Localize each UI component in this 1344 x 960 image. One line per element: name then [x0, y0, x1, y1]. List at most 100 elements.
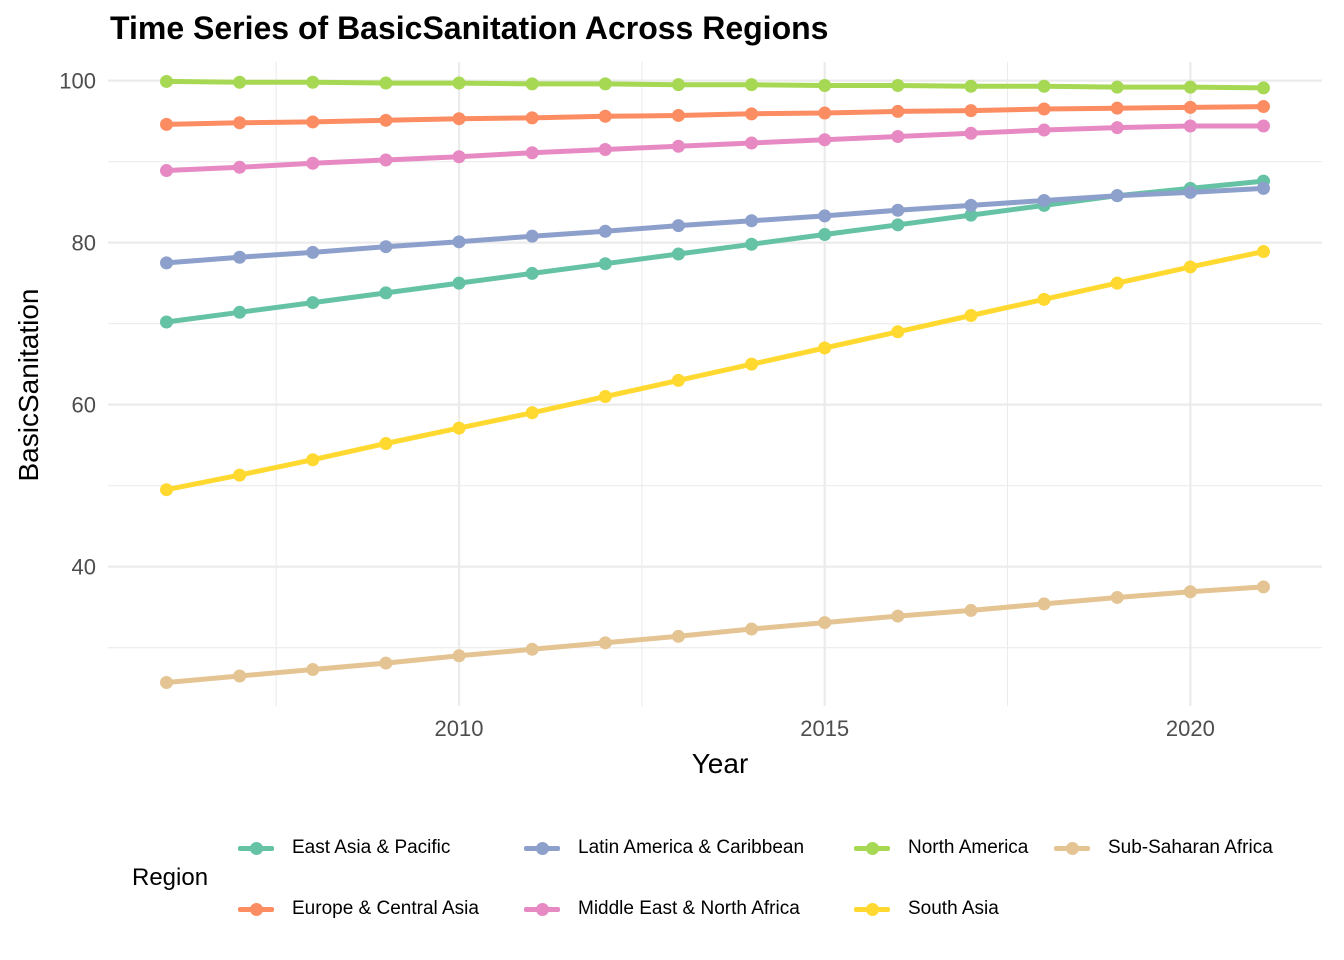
data-point-middle-east-north-africa	[745, 136, 759, 150]
data-point-south-asia	[745, 357, 759, 371]
data-point-sub-saharan-africa	[964, 603, 978, 617]
data-point-east-asia-pacific	[964, 208, 978, 222]
series-line-north-america	[164, 78, 1266, 91]
series-middle-east-north-africa	[160, 119, 1270, 178]
data-point-europe-central-asia	[598, 109, 612, 123]
data-point-south-asia	[525, 406, 539, 420]
data-point-europe-central-asia	[964, 104, 978, 118]
data-point-east-asia-pacific	[745, 237, 759, 251]
data-point-latin-america-caribbean	[452, 235, 466, 249]
data-point-latin-america-caribbean	[964, 198, 978, 212]
legend-item: North America	[852, 833, 1028, 863]
data-point-latin-america-caribbean	[1256, 181, 1270, 195]
data-point-middle-east-north-africa	[598, 142, 612, 156]
data-point-middle-east-north-africa	[452, 150, 466, 164]
data-point-latin-america-caribbean	[233, 250, 247, 264]
data-point-middle-east-north-africa	[964, 126, 978, 140]
data-point-latin-america-caribbean	[379, 240, 393, 254]
data-point-latin-america-caribbean	[891, 203, 905, 217]
legend-item: Europe & Central Asia	[236, 894, 479, 924]
data-point-north-america	[891, 78, 905, 92]
data-point-middle-east-north-africa	[671, 139, 685, 153]
data-point-north-america	[964, 79, 978, 93]
data-point-east-asia-pacific	[671, 247, 685, 261]
y-tick-label: 60	[72, 393, 96, 418]
data-point-north-america	[818, 78, 832, 92]
chart-title: Time Series of BasicSanitation Across Re…	[110, 10, 829, 46]
data-point-middle-east-north-africa	[379, 153, 393, 167]
x-tick-label: 2015	[800, 716, 849, 741]
series-line-latin-america-caribbean	[164, 185, 1266, 266]
data-point-north-america	[1037, 79, 1051, 93]
data-point-middle-east-north-africa	[818, 133, 832, 147]
series-sub-saharan-africa	[160, 580, 1270, 690]
data-point-europe-central-asia	[1183, 100, 1197, 114]
data-point-europe-central-asia	[452, 112, 466, 126]
data-point-middle-east-north-africa	[306, 156, 320, 170]
data-point-middle-east-north-africa	[1110, 121, 1124, 135]
data-point-sub-saharan-africa	[525, 642, 539, 656]
legend-label: Latin America & Caribbean	[578, 837, 805, 858]
data-point-south-asia	[1256, 245, 1270, 259]
data-point-south-asia	[1037, 292, 1051, 306]
data-point-europe-central-asia	[818, 106, 832, 120]
x-tick-label: 2010	[435, 716, 484, 741]
data-point-sub-saharan-africa	[891, 609, 905, 623]
data-point-europe-central-asia	[1037, 102, 1051, 116]
data-point-europe-central-asia	[160, 117, 174, 131]
data-point-east-asia-pacific	[233, 305, 247, 319]
data-point-east-asia-pacific	[379, 286, 393, 300]
legend-item: Latin America & Caribbean	[522, 833, 804, 863]
data-point-sub-saharan-africa	[160, 676, 174, 690]
data-point-europe-central-asia	[379, 113, 393, 127]
data-point-middle-east-north-africa	[891, 130, 905, 144]
data-point-latin-america-caribbean	[1037, 194, 1051, 208]
data-point-south-asia	[964, 309, 978, 323]
data-point-north-america	[1183, 80, 1197, 94]
data-point-east-asia-pacific	[598, 257, 612, 271]
data-point-sub-saharan-africa	[598, 636, 612, 650]
data-point-north-america	[525, 77, 539, 91]
series-line-middle-east-north-africa	[164, 123, 1266, 173]
data-point-south-asia	[379, 437, 393, 451]
data-point-south-asia	[1110, 276, 1124, 290]
data-point-south-asia	[306, 453, 320, 467]
series-line-europe-central-asia	[164, 104, 1266, 127]
data-point-sub-saharan-africa	[233, 669, 247, 683]
data-point-latin-america-caribbean	[306, 245, 320, 259]
data-point-sub-saharan-africa	[1183, 585, 1197, 599]
data-point-sub-saharan-africa	[671, 629, 685, 643]
data-point-north-america	[745, 78, 759, 92]
data-point-europe-central-asia	[233, 116, 247, 130]
data-point-europe-central-asia	[306, 115, 320, 129]
series-line-south-asia	[164, 249, 1266, 493]
data-point-latin-america-caribbean	[598, 224, 612, 238]
legend-label: Middle East & North Africa	[578, 898, 800, 919]
data-point-east-asia-pacific	[891, 218, 905, 232]
data-point-latin-america-caribbean	[671, 219, 685, 233]
data-point-north-america	[1110, 80, 1124, 94]
data-point-north-america	[1256, 81, 1270, 95]
data-point-east-asia-pacific	[452, 276, 466, 290]
legend-item: Sub-Saharan Africa	[1052, 833, 1273, 863]
legend-title: Region	[132, 864, 209, 891]
data-point-sub-saharan-africa	[452, 649, 466, 663]
data-point-latin-america-caribbean	[1110, 189, 1124, 203]
y-tick-label: 80	[72, 231, 96, 256]
data-point-latin-america-caribbean	[1183, 185, 1197, 199]
data-point-north-america	[379, 76, 393, 90]
axis-ticks: 40 60 80 100 2010 2015 2020	[59, 69, 1215, 741]
series-layer	[160, 74, 1270, 690]
series-north-america	[160, 74, 1270, 95]
data-point-latin-america-caribbean	[525, 229, 539, 243]
data-point-south-asia	[233, 468, 247, 482]
data-point-north-america	[160, 74, 174, 88]
data-point-middle-east-north-africa	[233, 160, 247, 174]
data-point-east-asia-pacific	[818, 228, 832, 242]
data-point-europe-central-asia	[1256, 100, 1270, 114]
y-axis-title: BasicSanitation	[13, 288, 44, 481]
y-tick-label: 40	[72, 555, 96, 580]
legend-key	[236, 833, 276, 863]
data-point-sub-saharan-africa	[306, 663, 320, 677]
